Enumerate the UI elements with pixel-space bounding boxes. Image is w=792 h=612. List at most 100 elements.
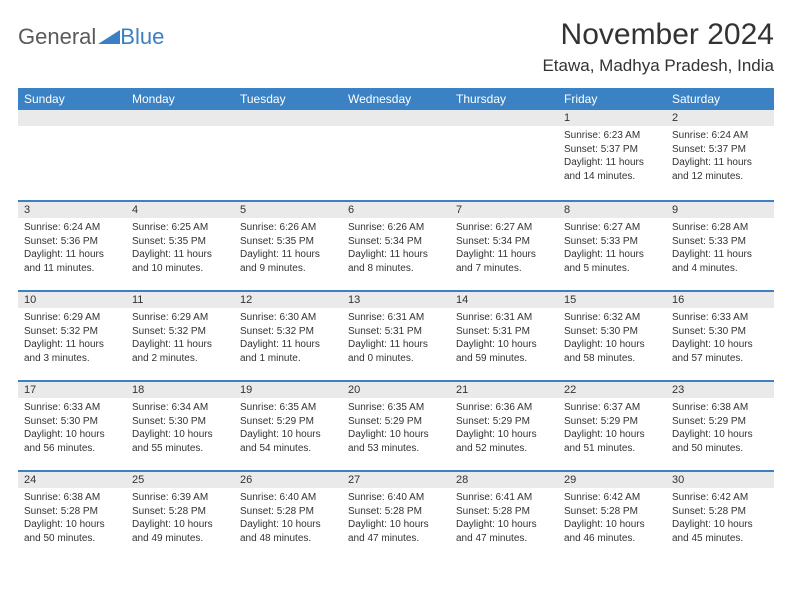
day-details: Sunrise: 6:38 AMSunset: 5:28 PMDaylight:… <box>18 488 126 551</box>
day-number: 14 <box>450 290 558 308</box>
weekday-header: Sunday <box>18 88 126 110</box>
day-number: 25 <box>126 470 234 488</box>
day-details: Sunrise: 6:40 AMSunset: 5:28 PMDaylight:… <box>342 488 450 551</box>
day-details: Sunrise: 6:25 AMSunset: 5:35 PMDaylight:… <box>126 218 234 281</box>
weekday-header: Thursday <box>450 88 558 110</box>
day-details: Sunrise: 6:27 AMSunset: 5:33 PMDaylight:… <box>558 218 666 281</box>
calendar-day-cell: 28Sunrise: 6:41 AMSunset: 5:28 PMDayligh… <box>450 470 558 560</box>
calendar-day-cell: 25Sunrise: 6:39 AMSunset: 5:28 PMDayligh… <box>126 470 234 560</box>
calendar-week-row: 17Sunrise: 6:33 AMSunset: 5:30 PMDayligh… <box>18 380 774 470</box>
empty-day <box>450 110 558 126</box>
empty-day <box>342 110 450 126</box>
day-number: 23 <box>666 380 774 398</box>
calendar-table: Sunday Monday Tuesday Wednesday Thursday… <box>18 88 774 560</box>
day-number: 3 <box>18 200 126 218</box>
day-number: 17 <box>18 380 126 398</box>
day-number: 15 <box>558 290 666 308</box>
day-details: Sunrise: 6:37 AMSunset: 5:29 PMDaylight:… <box>558 398 666 461</box>
day-details: Sunrise: 6:28 AMSunset: 5:33 PMDaylight:… <box>666 218 774 281</box>
day-details: Sunrise: 6:33 AMSunset: 5:30 PMDaylight:… <box>666 308 774 371</box>
day-details: Sunrise: 6:27 AMSunset: 5:34 PMDaylight:… <box>450 218 558 281</box>
logo: General Blue <box>18 24 164 50</box>
calendar-body: 1Sunrise: 6:23 AMSunset: 5:37 PMDaylight… <box>18 110 774 560</box>
calendar-day-cell: 14Sunrise: 6:31 AMSunset: 5:31 PMDayligh… <box>450 290 558 380</box>
calendar-day-cell: 10Sunrise: 6:29 AMSunset: 5:32 PMDayligh… <box>18 290 126 380</box>
day-number: 5 <box>234 200 342 218</box>
day-details: Sunrise: 6:29 AMSunset: 5:32 PMDaylight:… <box>126 308 234 371</box>
day-details: Sunrise: 6:32 AMSunset: 5:30 PMDaylight:… <box>558 308 666 371</box>
calendar-day-cell <box>126 110 234 200</box>
day-number: 13 <box>342 290 450 308</box>
day-number: 4 <box>126 200 234 218</box>
day-details: Sunrise: 6:41 AMSunset: 5:28 PMDaylight:… <box>450 488 558 551</box>
calendar-day-cell <box>342 110 450 200</box>
calendar-week-row: 1Sunrise: 6:23 AMSunset: 5:37 PMDaylight… <box>18 110 774 200</box>
calendar-day-cell: 22Sunrise: 6:37 AMSunset: 5:29 PMDayligh… <box>558 380 666 470</box>
calendar-day-cell: 5Sunrise: 6:26 AMSunset: 5:35 PMDaylight… <box>234 200 342 290</box>
day-details: Sunrise: 6:26 AMSunset: 5:35 PMDaylight:… <box>234 218 342 281</box>
calendar-page: General Blue November 2024 Etawa, Madhya… <box>0 0 792 570</box>
day-number: 29 <box>558 470 666 488</box>
calendar-day-cell <box>18 110 126 200</box>
day-details: Sunrise: 6:26 AMSunset: 5:34 PMDaylight:… <box>342 218 450 281</box>
day-number: 1 <box>558 110 666 126</box>
day-details: Sunrise: 6:38 AMSunset: 5:29 PMDaylight:… <box>666 398 774 461</box>
weekday-header: Wednesday <box>342 88 450 110</box>
day-details: Sunrise: 6:33 AMSunset: 5:30 PMDaylight:… <box>18 398 126 461</box>
day-details: Sunrise: 6:40 AMSunset: 5:28 PMDaylight:… <box>234 488 342 551</box>
day-number: 24 <box>18 470 126 488</box>
weekday-header: Monday <box>126 88 234 110</box>
day-number: 16 <box>666 290 774 308</box>
calendar-day-cell: 6Sunrise: 6:26 AMSunset: 5:34 PMDaylight… <box>342 200 450 290</box>
calendar-day-cell: 30Sunrise: 6:42 AMSunset: 5:28 PMDayligh… <box>666 470 774 560</box>
day-details: Sunrise: 6:35 AMSunset: 5:29 PMDaylight:… <box>342 398 450 461</box>
month-title: November 2024 <box>542 18 774 52</box>
calendar-week-row: 10Sunrise: 6:29 AMSunset: 5:32 PMDayligh… <box>18 290 774 380</box>
calendar-day-cell: 29Sunrise: 6:42 AMSunset: 5:28 PMDayligh… <box>558 470 666 560</box>
weekday-header-row: Sunday Monday Tuesday Wednesday Thursday… <box>18 88 774 110</box>
day-number: 19 <box>234 380 342 398</box>
calendar-day-cell: 24Sunrise: 6:38 AMSunset: 5:28 PMDayligh… <box>18 470 126 560</box>
day-number: 6 <box>342 200 450 218</box>
calendar-day-cell: 20Sunrise: 6:35 AMSunset: 5:29 PMDayligh… <box>342 380 450 470</box>
day-details: Sunrise: 6:29 AMSunset: 5:32 PMDaylight:… <box>18 308 126 371</box>
calendar-day-cell: 7Sunrise: 6:27 AMSunset: 5:34 PMDaylight… <box>450 200 558 290</box>
calendar-day-cell: 11Sunrise: 6:29 AMSunset: 5:32 PMDayligh… <box>126 290 234 380</box>
day-details: Sunrise: 6:35 AMSunset: 5:29 PMDaylight:… <box>234 398 342 461</box>
day-details: Sunrise: 6:34 AMSunset: 5:30 PMDaylight:… <box>126 398 234 461</box>
day-number: 9 <box>666 200 774 218</box>
calendar-day-cell: 1Sunrise: 6:23 AMSunset: 5:37 PMDaylight… <box>558 110 666 200</box>
day-number: 2 <box>666 110 774 126</box>
day-number: 26 <box>234 470 342 488</box>
day-details: Sunrise: 6:42 AMSunset: 5:28 PMDaylight:… <box>558 488 666 551</box>
logo-text-blue: Blue <box>120 24 164 50</box>
calendar-day-cell: 23Sunrise: 6:38 AMSunset: 5:29 PMDayligh… <box>666 380 774 470</box>
calendar-day-cell: 15Sunrise: 6:32 AMSunset: 5:30 PMDayligh… <box>558 290 666 380</box>
day-number: 12 <box>234 290 342 308</box>
empty-day <box>18 110 126 126</box>
calendar-day-cell: 4Sunrise: 6:25 AMSunset: 5:35 PMDaylight… <box>126 200 234 290</box>
location: Etawa, Madhya Pradesh, India <box>542 56 774 76</box>
day-number: 7 <box>450 200 558 218</box>
calendar-day-cell: 12Sunrise: 6:30 AMSunset: 5:32 PMDayligh… <box>234 290 342 380</box>
day-number: 10 <box>18 290 126 308</box>
calendar-day-cell: 16Sunrise: 6:33 AMSunset: 5:30 PMDayligh… <box>666 290 774 380</box>
day-number: 30 <box>666 470 774 488</box>
calendar-day-cell: 2Sunrise: 6:24 AMSunset: 5:37 PMDaylight… <box>666 110 774 200</box>
calendar-day-cell: 19Sunrise: 6:35 AMSunset: 5:29 PMDayligh… <box>234 380 342 470</box>
calendar-week-row: 24Sunrise: 6:38 AMSunset: 5:28 PMDayligh… <box>18 470 774 560</box>
calendar-day-cell: 9Sunrise: 6:28 AMSunset: 5:33 PMDaylight… <box>666 200 774 290</box>
day-number: 11 <box>126 290 234 308</box>
day-details: Sunrise: 6:23 AMSunset: 5:37 PMDaylight:… <box>558 126 666 189</box>
weekday-header: Saturday <box>666 88 774 110</box>
day-number: 22 <box>558 380 666 398</box>
calendar-day-cell: 17Sunrise: 6:33 AMSunset: 5:30 PMDayligh… <box>18 380 126 470</box>
calendar-day-cell: 18Sunrise: 6:34 AMSunset: 5:30 PMDayligh… <box>126 380 234 470</box>
day-details: Sunrise: 6:30 AMSunset: 5:32 PMDaylight:… <box>234 308 342 371</box>
day-details: Sunrise: 6:24 AMSunset: 5:36 PMDaylight:… <box>18 218 126 281</box>
calendar-day-cell: 13Sunrise: 6:31 AMSunset: 5:31 PMDayligh… <box>342 290 450 380</box>
calendar-day-cell: 27Sunrise: 6:40 AMSunset: 5:28 PMDayligh… <box>342 470 450 560</box>
day-details: Sunrise: 6:39 AMSunset: 5:28 PMDaylight:… <box>126 488 234 551</box>
day-details: Sunrise: 6:31 AMSunset: 5:31 PMDaylight:… <box>450 308 558 371</box>
calendar-day-cell: 3Sunrise: 6:24 AMSunset: 5:36 PMDaylight… <box>18 200 126 290</box>
